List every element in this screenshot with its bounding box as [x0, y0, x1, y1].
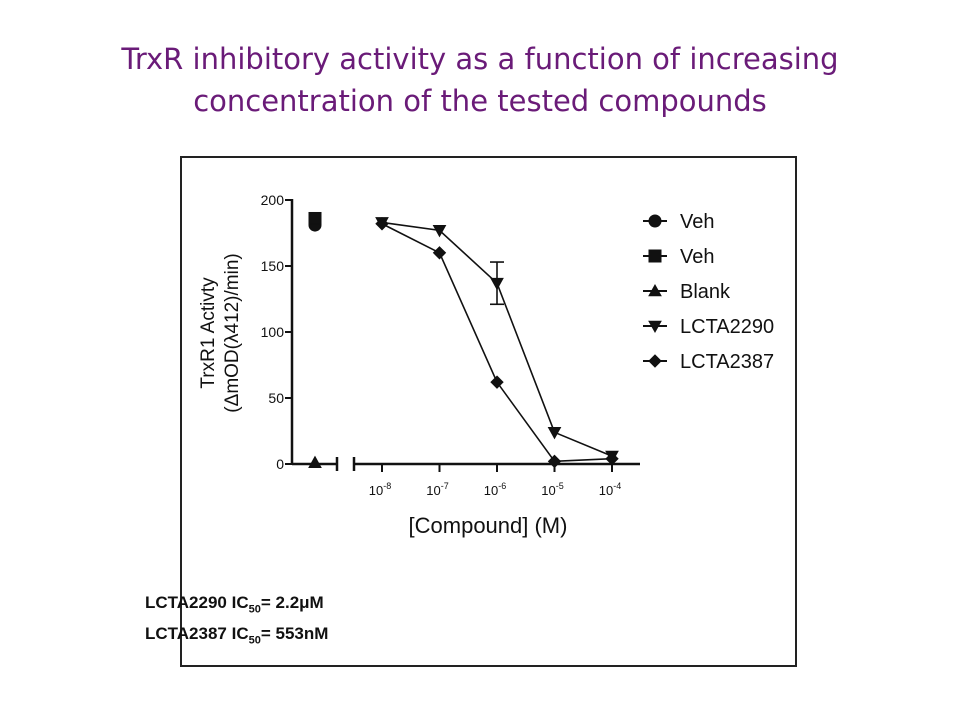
slide-title: TrxR inhibitory activity as a function o…: [0, 38, 960, 122]
data-point: [375, 217, 389, 231]
series-line: [381, 221, 613, 457]
y-tick-label: 150: [261, 258, 285, 274]
legend-marker: [648, 320, 662, 334]
ic50-lcta2290: LCTA2290 IC50= 2.2μM: [145, 593, 445, 615]
ic50-subscript: 50: [248, 603, 261, 616]
legend-label: LCTA2387: [680, 351, 774, 373]
ic50-prefix: LCTA2387 IC: [145, 624, 249, 643]
x-tick-label: 10-8: [369, 481, 391, 498]
series-lcta2387-4: [375, 217, 619, 469]
ic50-value: = 553nM: [260, 624, 329, 643]
legend-label: LCTA2290: [680, 316, 774, 338]
legend-label: Blank: [680, 281, 731, 303]
chart-axes: 0 50 100 150 200 10-8 10-7 10-6 10-5 10-4: [261, 192, 640, 498]
legend-marker: [648, 214, 662, 228]
ic50-prefix: LCTA2290 IC: [145, 593, 249, 612]
series-line: [381, 223, 613, 463]
legend-marker: [648, 354, 662, 368]
ic50-lcta2387: LCTA2387 IC50= 553nM: [145, 624, 445, 646]
ic50-value: = 2.2μM: [260, 593, 324, 612]
figure-frame: [180, 156, 797, 667]
slide-title-line-1: TrxR inhibitory activity as a function o…: [121, 42, 839, 76]
data-point: [490, 375, 504, 389]
series-blank-2: [308, 455, 322, 468]
y-tick-label: 200: [261, 192, 285, 208]
data-point: [605, 452, 619, 466]
legend-label: Veh: [680, 246, 714, 268]
chart-legend: Veh Veh Blank LCTA2290 LCTA2387: [643, 211, 774, 373]
legend-entry: LCTA2387: [643, 351, 774, 373]
data-point: [547, 454, 562, 469]
legend-marker: [648, 249, 662, 263]
legend-entry: Veh: [643, 211, 714, 233]
slide-title-line-2: concentration of the tested compounds: [193, 84, 767, 118]
legend-entry: LCTA2290: [643, 316, 774, 338]
data-point: [308, 211, 322, 225]
data-point: [547, 427, 562, 440]
data-point: [432, 246, 447, 260]
series-lcta2290-3: [375, 217, 619, 464]
legend-entry: Veh: [643, 246, 714, 268]
x-tick-label: 10-4: [599, 481, 621, 498]
ic50-subscript: 50: [248, 634, 261, 647]
legend-label: Veh: [680, 211, 714, 233]
chart-marks: [308, 211, 619, 469]
legend-marker: [648, 283, 662, 297]
legend-entry: Blank: [643, 281, 731, 303]
y-axis-label-line-1: TrxR1 Activty: [198, 277, 219, 389]
x-tick-label: 10-7: [426, 481, 448, 498]
x-tick-label: 10-5: [541, 481, 563, 498]
y-tick-label: 0: [276, 456, 284, 472]
y-axis-label-line-2: (ΔmOD(λ412)/min): [222, 253, 243, 412]
data-point: [490, 277, 504, 291]
y-tick-label: 50: [268, 390, 284, 406]
series-veh-1: [308, 211, 322, 225]
y-tick-label: 100: [261, 324, 285, 340]
x-axis-label: [Compound] (M): [409, 513, 568, 538]
data-point: [308, 455, 322, 468]
x-tick-label: 10-6: [484, 481, 506, 498]
data-point: [432, 225, 447, 238]
